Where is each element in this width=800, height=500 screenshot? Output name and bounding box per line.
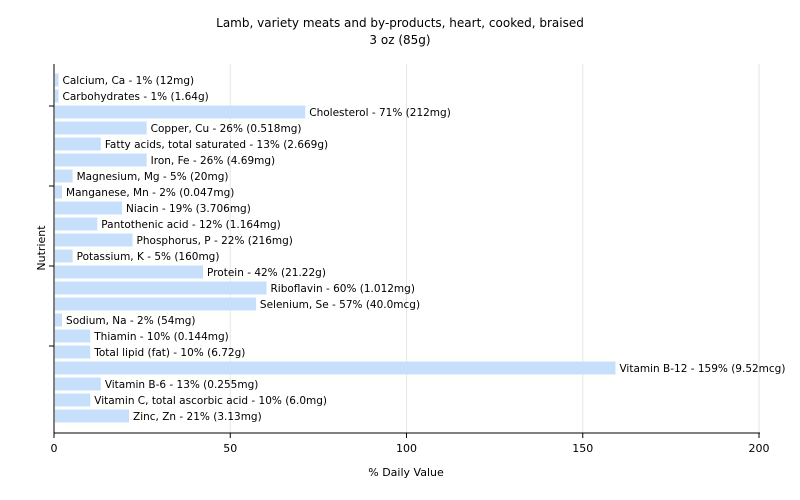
bar-label: Calcium, Ca - 1% (12mg) xyxy=(63,75,195,87)
grid-lines xyxy=(229,64,760,433)
bars: Calcium, Ca - 1% (12mg) Carbohydrates - 1… xyxy=(55,73,785,423)
bar xyxy=(55,297,256,311)
x-tick-label: 0 xyxy=(51,442,58,455)
bar xyxy=(55,201,122,215)
chart-title: Lamb, variety meats and by-products, hea… xyxy=(216,16,584,30)
bar-label: Potassium, K - 5% (160mg) xyxy=(77,251,220,263)
bar-label: Vitamin B-6 - 13% (0.255mg) xyxy=(105,379,259,391)
bar xyxy=(55,121,147,135)
bar-label: Selenium, Se - 57% (40.0mcg) xyxy=(260,299,420,311)
bar-label: Manganese, Mn - 2% (0.047mg) xyxy=(66,187,234,199)
bar-label: Sodium, Na - 2% (54mg) xyxy=(66,315,195,327)
bar xyxy=(55,345,91,359)
axes: 0 50 100 150 200 xyxy=(49,64,770,455)
y-axis-title: Nutrient xyxy=(35,225,48,271)
x-axis-title: % Daily Value xyxy=(368,466,444,479)
bar xyxy=(55,249,73,263)
bar xyxy=(55,233,133,247)
bar xyxy=(55,409,130,423)
bar xyxy=(55,329,91,343)
bar xyxy=(55,185,63,199)
bar xyxy=(55,105,306,119)
bar xyxy=(55,89,59,103)
bar-label: Zinc, Zn - 21% (3.13mg) xyxy=(133,411,262,423)
bar xyxy=(55,169,73,183)
bar-label: Thiamin - 10% (0.144mg) xyxy=(93,331,229,343)
bar xyxy=(55,377,101,391)
bar-label: Copper, Cu - 26% (0.518mg) xyxy=(151,123,302,135)
chart-subtitle: 3 oz (85g) xyxy=(369,33,430,47)
bar xyxy=(55,281,267,295)
bar-label: Cholesterol - 71% (212mg) xyxy=(309,107,451,119)
bar-label: Vitamin C, total ascorbic acid - 10% (6.… xyxy=(94,395,327,407)
x-tick-label: 200 xyxy=(749,442,770,455)
bar-label: Total lipid (fat) - 10% (6.72g) xyxy=(93,347,245,359)
bar xyxy=(55,313,63,327)
bar-label: Fatty acids, total saturated - 13% (2.66… xyxy=(105,139,328,151)
bar-label: Pantothenic acid - 12% (1.164mg) xyxy=(101,219,280,231)
bar xyxy=(55,265,204,279)
bar-label: Magnesium, Mg - 5% (20mg) xyxy=(77,171,229,183)
bar-label: Vitamin B-12 - 159% (9.52mcg) xyxy=(619,363,785,375)
bar xyxy=(55,73,59,87)
bar-label: Iron, Fe - 26% (4.69mg) xyxy=(151,155,275,167)
bar xyxy=(55,153,147,167)
bar xyxy=(55,137,101,151)
bar-label: Riboflavin - 60% (1.012mg) xyxy=(271,283,415,295)
bar xyxy=(55,393,91,407)
bar-label: Phosphorus, P - 22% (216mg) xyxy=(137,235,293,247)
bar-label: Protein - 42% (21.22g) xyxy=(207,267,326,279)
x-tick-label: 100 xyxy=(396,442,417,455)
x-tick-label: 150 xyxy=(572,442,593,455)
bar-label: Niacin - 19% (3.706mg) xyxy=(126,203,251,215)
bar xyxy=(55,217,98,231)
x-tick-label: 50 xyxy=(223,442,237,455)
bar-label: Carbohydrates - 1% (1.64g) xyxy=(63,91,209,103)
bar xyxy=(55,361,616,375)
